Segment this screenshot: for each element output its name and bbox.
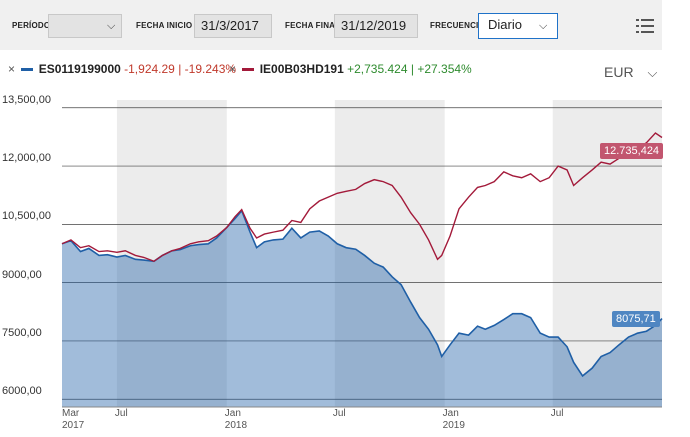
fecha-final-label: FECHA FINAL [285,21,341,30]
frecuencia-label: FRECUENCIA [430,21,485,30]
x-tick-label: Jan 2019 [442,408,465,431]
periodo-select[interactable]: ⌵ [48,14,122,38]
y-tick-label: 13,500,00 [2,93,51,106]
close-icon[interactable]: × [229,62,237,76]
close-icon[interactable]: × [8,62,16,76]
y-tick-label: 10,500,00 [2,210,51,223]
end-value-tag-es0119199000: 8075,71 [612,310,660,327]
end-value-tag-ie00b03hd191: 12.735,424 [600,143,664,160]
x-tick-label: Mar 2017 [62,408,85,431]
separator: | [410,62,414,76]
y-tick-label: 7500,00 [2,326,42,339]
y-tick-label: 9000,00 [2,268,42,281]
fecha-inicio-field[interactable]: 31/3/2017 [194,14,272,38]
toolbar: PERÍODO ⌵ FECHA INICIO 31/3/2017 FECHA F… [0,0,662,50]
periodo-label: PERÍODO [12,21,51,30]
frecuencia-select[interactable]: Diario ⌵ [478,13,558,39]
series-code: ES0119199000 [38,62,121,76]
series-change: -1,924.29 [124,62,175,76]
currency-select[interactable]: EUR ⌵ [604,64,657,81]
hamburger-menu-icon[interactable] [636,19,654,35]
series-pct: -19.243% [184,62,237,76]
series-swatch [21,68,34,72]
series-change: +2,735.424 [347,62,408,76]
separator: | [178,62,182,76]
series-swatch [242,68,255,72]
period-band [334,100,445,407]
x-tick-label: Jan 2018 [224,408,248,431]
y-tick-label: 6000,00 [2,385,42,398]
fecha-final-field[interactable]: 31/12/2019 [334,14,418,38]
period-band [116,100,227,407]
series-code: IE00B03HD191 [259,62,344,76]
series-line-ie00b03hd191 [61,132,663,263]
chevron-down-icon: ⌵ [107,20,116,32]
legend-item-es0119199000: × ES0119199000 -1,924.29 | -19.243% [8,62,236,76]
chevron-down-icon: ⌵ [647,65,658,80]
x-tick-label: Jul [550,408,564,419]
frecuencia-value: Diario [488,17,522,32]
y-tick-label: 12,000,00 [2,152,51,165]
fecha-inicio-label: FECHA INICIO [136,21,193,30]
x-tick-label: Jul [114,408,128,419]
series-area-es0119199000 [62,210,662,407]
currency-label: EUR [604,64,634,80]
x-tick-label: Jul [332,408,346,419]
chevron-down-icon: ⌵ [539,20,548,32]
series-pct: +27.354% [417,62,472,76]
legend-item-ie00b03hd191: × IE00B03HD191 +2,735.424 | +27.354% [229,62,472,76]
